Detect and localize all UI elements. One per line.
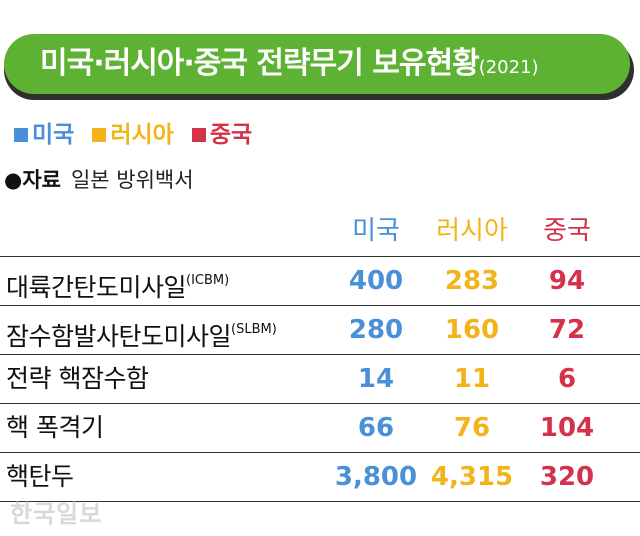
chart-title-year: (2021) <box>478 57 539 78</box>
row-label-text: 대륙간탄도미사일 <box>6 273 187 302</box>
chart-title-text: 미국·러시아·중국 전략무기 보유현황 <box>40 46 480 81</box>
row-label: 핵탄두 <box>6 453 74 501</box>
chart-title: 미국·러시아·중국 전략무기 보유현황(2021) <box>40 44 539 84</box>
cell-russia: 283 <box>444 266 500 296</box>
row-label-sub: (ICBM) <box>186 273 230 288</box>
column-header-china: 중국 <box>543 216 591 246</box>
legend-item-russia: 러시아 <box>92 118 174 152</box>
source-text: 일본 방위백서 <box>70 168 194 192</box>
source-line: ●자료 일본 방위백서 <box>4 164 194 194</box>
row-label: 잠수함발사탄도미사일(SLBM) <box>6 306 277 354</box>
legend-label-china: 중국 <box>209 122 253 148</box>
cell-us: 400 <box>348 266 404 296</box>
row-label-text: 핵탄두 <box>6 462 74 491</box>
banner-pill <box>4 34 630 94</box>
legend-swatch-us <box>14 128 28 142</box>
cell-russia: 160 <box>444 315 500 345</box>
cell-china: 104 <box>539 413 595 443</box>
legend: 미국 러시아 중국 <box>14 118 252 152</box>
column-header-us: 미국 <box>352 216 400 246</box>
cell-china: 72 <box>548 315 586 345</box>
legend-item-china: 중국 <box>191 118 253 152</box>
cell-china: 320 <box>539 462 595 492</box>
table-row: 핵 폭격기 66 76 104 <box>0 403 640 452</box>
legend-item-us: 미국 <box>14 118 74 152</box>
column-header-russia: 러시아 <box>436 216 508 246</box>
source-label: ●자료 <box>4 168 61 192</box>
legend-label-us: 미국 <box>32 122 75 148</box>
row-label-sub: (SLBM) <box>231 322 277 337</box>
legend-label-russia: 러시아 <box>110 122 174 148</box>
row-label: 전략 핵잠수함 <box>6 355 149 403</box>
legend-swatch-china <box>191 128 206 142</box>
row-label-text: 핵 폭격기 <box>6 413 104 442</box>
table-body: 대륙간탄도미사일(ICBM) 400 283 94 잠수함발사탄도미사일(SLB… <box>0 256 640 502</box>
cell-us: 3,800 <box>334 462 418 492</box>
table-row: 잠수함발사탄도미사일(SLBM) 280 160 72 <box>0 305 640 354</box>
cell-china: 6 <box>557 364 577 394</box>
cell-us: 280 <box>348 315 404 345</box>
table-row: 전략 핵잠수함 14 11 6 <box>0 354 640 403</box>
table-row: 대륙간탄도미사일(ICBM) 400 283 94 <box>0 256 640 305</box>
cell-russia: 11 <box>453 364 491 394</box>
cell-russia: 4,315 <box>430 462 514 492</box>
title-banner: 미국·러시아·중국 전략무기 보유현황(2021) <box>0 34 640 100</box>
cell-us: 14 <box>357 364 395 394</box>
column-headers: 미국 러시아 중국 <box>0 212 640 250</box>
table-row: 핵탄두 3,800 4,315 320 <box>0 452 640 502</box>
cell-russia: 76 <box>453 413 491 443</box>
row-label-text: 전략 핵잠수함 <box>6 364 149 393</box>
row-label-text: 잠수함발사탄도미사일 <box>6 322 232 351</box>
cell-us: 66 <box>357 413 395 443</box>
legend-swatch-russia <box>92 128 107 142</box>
row-label: 핵 폭격기 <box>6 404 104 452</box>
watermark: 한국일보 <box>10 500 103 528</box>
cell-china: 94 <box>548 266 586 296</box>
row-label: 대륙간탄도미사일(ICBM) <box>6 257 229 305</box>
